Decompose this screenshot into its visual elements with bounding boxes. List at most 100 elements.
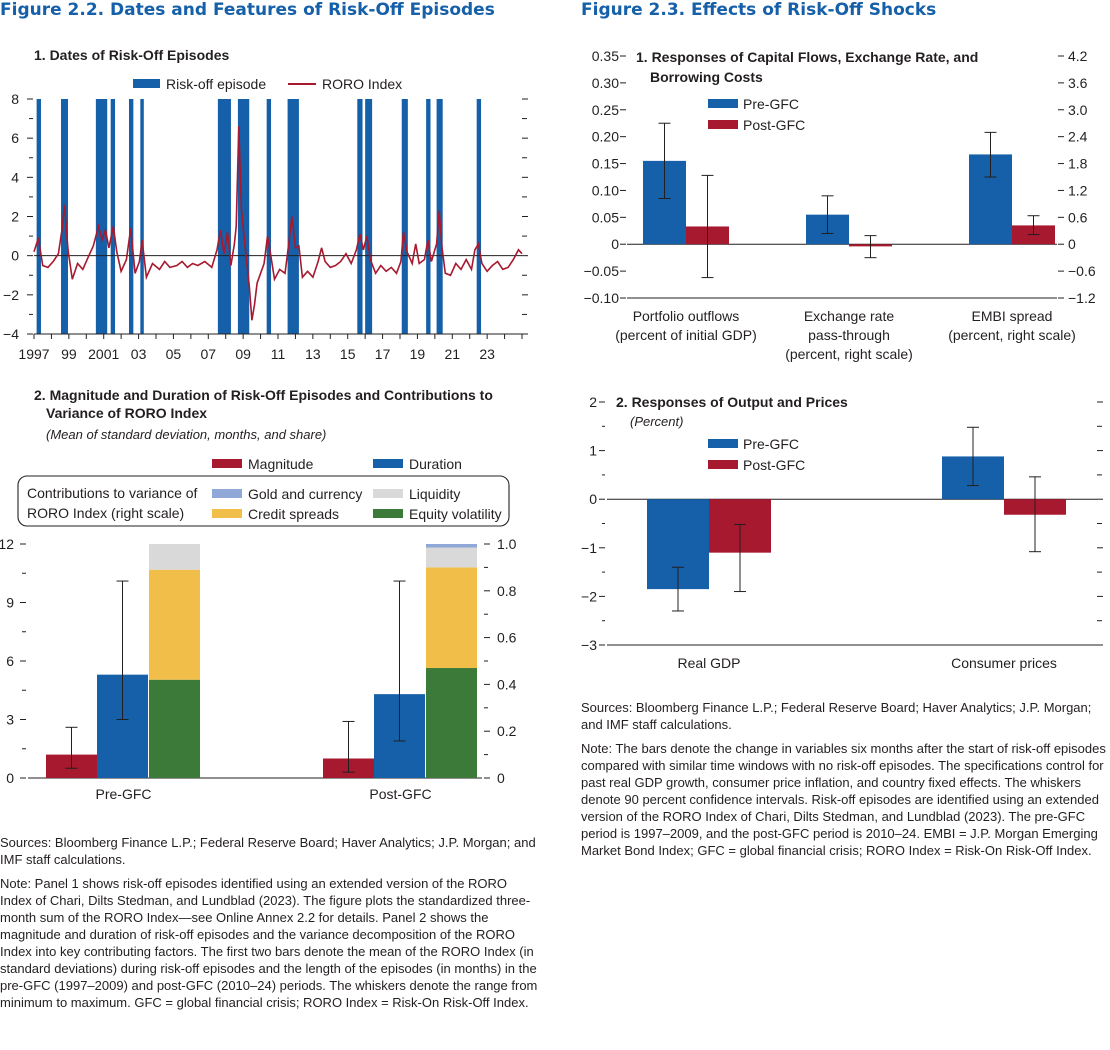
- episode-bars: [36, 99, 482, 334]
- y-tick-label: 3: [6, 712, 14, 728]
- panel-2-subtitle: (Mean of standard deviation, months, and…: [46, 427, 327, 442]
- y-tick-label: −4: [3, 326, 19, 342]
- y-tick-label-right: 0.8: [497, 583, 517, 599]
- risk-off-dates-chart: Risk-off episode RORO Index −4−202468199…: [3, 76, 528, 362]
- y-tick-label: 0: [11, 248, 19, 264]
- y-tick-label: 0: [611, 236, 619, 252]
- category-label: Exchange rate: [804, 308, 894, 324]
- y-tick-label-right: 0.2: [497, 723, 517, 739]
- y-tick-label: 6: [11, 130, 19, 146]
- figure-2-3-note: Note: The bars denote the change in vari…: [581, 741, 1106, 858]
- y-tick-label: 1: [589, 443, 597, 459]
- legend-post-gfc-swatch: [708, 120, 738, 129]
- y-tick-label-right: −1.2: [1068, 290, 1096, 306]
- legend-duration-label: Duration: [409, 456, 462, 472]
- y-tick-label: 8: [11, 91, 19, 107]
- bars-and-axes: −3 −2 −1 0 1 2 Real GDP Consumer prices: [581, 394, 1103, 671]
- legend-magnitude-swatch: [212, 459, 242, 468]
- episode-bar: [95, 99, 108, 334]
- legend-roro-label: RORO Index: [322, 76, 402, 92]
- x-tick-label: 1997: [18, 346, 49, 362]
- legend-post-gfc-label: Post-GFC: [743, 117, 805, 133]
- episode-bar: [237, 99, 250, 334]
- y-tick-label: 0: [6, 770, 14, 786]
- x-tick-label: 19: [410, 346, 426, 362]
- legend-pre-gfc-swatch: [708, 99, 738, 108]
- legend-pre-gfc-label: Pre-GFC: [743, 436, 799, 452]
- bars-and-axes: −0.10 −0.05 0 0.05 0.10 0.15 0.20 0.25 0.30 0.35 −…: [584, 48, 1096, 362]
- category-label: Consumer prices: [951, 655, 1057, 671]
- episode-bar: [61, 99, 68, 334]
- y-tick-label: −1: [581, 540, 597, 556]
- y-tick-label: 0.10: [592, 182, 619, 198]
- contribution-segment: [426, 567, 477, 669]
- axes: −4 −2 0 2 4 6 8 1997 99 2001 03 05 07 09 11 13 15 17 19 21 2…: [3, 91, 528, 362]
- category-label: (percent, right scale): [785, 346, 913, 362]
- y-tick-label: 9: [6, 595, 14, 611]
- y-tick-label: 2: [11, 209, 19, 225]
- x-tick-label: 2001: [88, 346, 119, 362]
- legend-equity-swatch: [373, 509, 403, 518]
- x-tick-label: 99: [61, 346, 77, 362]
- figure-2-2-sources: Sources: Bloomberg Finance L.P.; Federal…: [0, 835, 536, 867]
- category-label: EMBI spread: [972, 308, 1053, 324]
- x-tick-label: 05: [166, 346, 182, 362]
- episode-bar: [140, 99, 144, 334]
- legend-gold-label: Gold and currency: [248, 486, 362, 502]
- output-prices-chart: Pre-GFC Post-GFC −3 −2 −1 0 1 2 Real GDP Consum…: [581, 394, 1103, 671]
- figure-2-2-title: Figure 2.2. Dates and Features of Risk-O…: [0, 0, 495, 20]
- y-tick-label-right: 0: [1068, 236, 1076, 252]
- contribution-segment: [426, 544, 477, 548]
- y-tick-label-right: 1.0: [497, 536, 517, 552]
- episode-bar: [357, 99, 363, 334]
- y-tick-label-right: 3.6: [1068, 75, 1088, 91]
- episode-bar: [217, 99, 231, 334]
- legend-episode-label: Risk-off episode: [166, 76, 266, 92]
- y-tick-label: 4: [11, 169, 19, 185]
- episode-bar: [476, 99, 482, 334]
- y-tick-label: 0.20: [592, 129, 619, 145]
- y-tick-label: −0.10: [584, 290, 620, 306]
- x-tick-label: 03: [131, 346, 147, 362]
- y-tick-label: −2: [3, 287, 19, 303]
- y-tick-label: 0.05: [592, 209, 619, 225]
- y-tick-label-right: 2.4: [1068, 129, 1088, 145]
- contribution-segment: [149, 569, 200, 680]
- contribution-segment: [149, 679, 200, 778]
- fig23-panel-1-title: 1. Responses of Capital Flows, Exchange …: [636, 49, 979, 65]
- x-tick-label: 07: [200, 346, 216, 362]
- y-tick-label-right: 1.8: [1068, 156, 1088, 172]
- panel-2-title-line2: Variance of RORO Index: [46, 405, 208, 421]
- category-label: pass-through: [808, 327, 890, 343]
- y-tick-label-right: 0.6: [1068, 209, 1088, 225]
- legend-gold-swatch: [212, 489, 242, 498]
- figure-2-3-sources: Sources: Bloomberg Finance L.P.; Federal…: [581, 700, 1092, 732]
- x-tick-label: 15: [340, 346, 356, 362]
- y-tick-label: 0.15: [592, 156, 619, 172]
- y-tick-label-right: 3.0: [1068, 102, 1088, 118]
- y-tick-label-right: −0.6: [1068, 263, 1096, 279]
- legend-post-gfc-swatch: [708, 460, 738, 469]
- y-tick-label: 12: [0, 536, 14, 552]
- category-label: Pre-GFC: [96, 786, 152, 802]
- contribution-segment: [426, 547, 477, 568]
- legend-box-label-line2: RORO Index (right scale): [27, 505, 184, 521]
- x-tick-label: 09: [235, 346, 251, 362]
- y-tick-label-right: 0: [497, 770, 505, 786]
- episode-bar: [287, 99, 299, 334]
- episode-bar: [36, 99, 41, 334]
- contribution-segment: [149, 544, 200, 570]
- legend-magnitude-label: Magnitude: [248, 456, 314, 472]
- fig23-panel-1-title-line2: Borrowing Costs: [650, 69, 763, 85]
- contribution-segment: [426, 668, 477, 778]
- bars-and-axes: 0 3 6 9 12 0 0.2 0.4 0.6 0.8 1.0 Pre-GFC Post-GFC: [0, 536, 517, 802]
- y-tick-label-right: 0.6: [497, 630, 517, 646]
- legend-pre-gfc-swatch: [708, 439, 738, 448]
- x-tick-label: 21: [444, 346, 460, 362]
- category-label: (percent, right scale): [948, 327, 1076, 343]
- legend-box-label-line1: Contributions to variance of: [27, 485, 198, 501]
- category-label: (percent of initial GDP): [615, 327, 757, 343]
- contributions-legend-box: [17, 475, 510, 527]
- fig23-panel-2-title: 2. Responses of Output and Prices: [616, 394, 848, 410]
- y-tick-label: 0.35: [592, 48, 619, 64]
